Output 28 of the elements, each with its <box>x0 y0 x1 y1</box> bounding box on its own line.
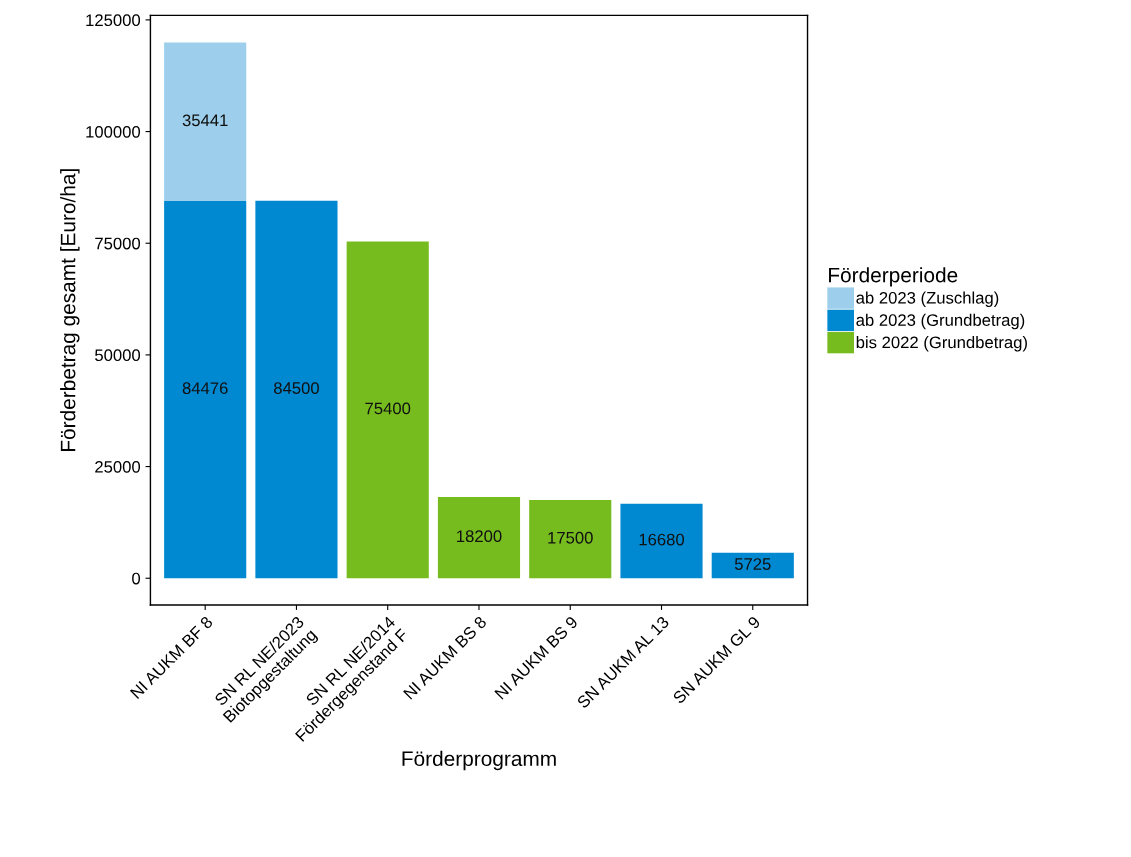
y-tick-label: 100000 <box>86 125 141 138</box>
bar <box>529 500 612 579</box>
bar <box>164 42 247 201</box>
legend-title: Förderperiode <box>829 267 958 287</box>
y-axis-title: Förderbetrag gesamt [Euro/ha] <box>60 169 80 451</box>
legend-label: ab 2023 (Zuschlag) <box>856 291 999 308</box>
bar <box>164 200 247 579</box>
y-tick-label: 25000 <box>95 460 141 473</box>
y-tick-label: 0 <box>132 572 141 585</box>
data-label: 5725 <box>734 558 771 570</box>
bar <box>255 200 338 579</box>
bar <box>346 241 429 579</box>
legend-label: bis 2022 (Grundbetrag) <box>856 335 1027 352</box>
y-tick-label: 125000 <box>86 14 141 27</box>
data-label: 84476 <box>182 382 228 395</box>
data-label: 35441 <box>182 114 228 127</box>
x-axis-title: Förderprogramm <box>402 750 556 771</box>
data-label: 16680 <box>639 533 685 546</box>
legend-label: ab 2023 (Grundbetrag) <box>856 313 1025 330</box>
data-label: 17500 <box>548 531 593 544</box>
bar <box>620 503 703 579</box>
data-label: 84500 <box>274 382 319 394</box>
bar <box>711 552 794 579</box>
bar <box>437 496 521 579</box>
data-label: 75400 <box>365 402 411 415</box>
y-tick-label: 75000 <box>95 237 141 250</box>
data-label: 18200 <box>457 530 502 543</box>
y-tick-label: 50000 <box>95 349 141 362</box>
